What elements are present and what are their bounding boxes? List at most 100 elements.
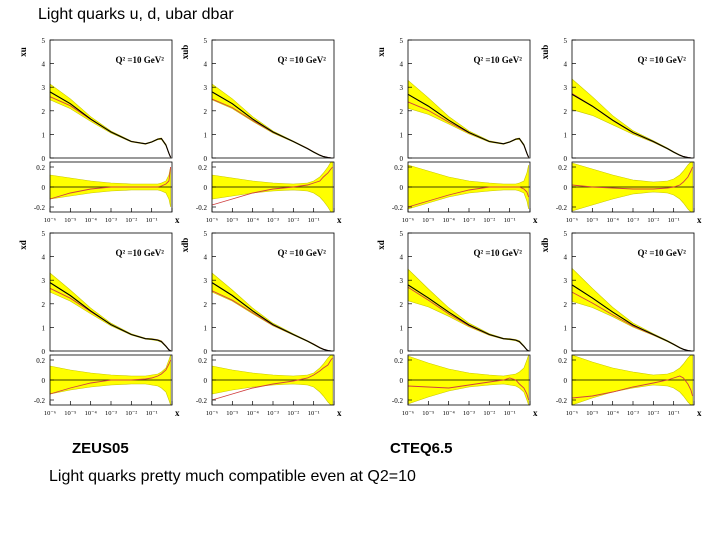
ratio-y-tick-label: 0.2 xyxy=(394,357,403,365)
main-frame xyxy=(211,39,335,159)
uncertainty-band xyxy=(571,267,693,352)
x-tick-label: 10⁻¹ xyxy=(308,410,320,417)
ratio-y-tick-label: -0.2 xyxy=(392,397,404,405)
x-tick-label: 10⁻³ xyxy=(105,410,117,417)
x-tick-label: 10⁻⁵ xyxy=(226,217,238,224)
x-tick-label: 10⁻⁴ xyxy=(607,410,620,417)
x-axis-label: x xyxy=(697,215,702,225)
ratio-y-tick-label: -0.2 xyxy=(556,204,568,212)
y-tick-label: 3 xyxy=(42,277,46,285)
y-tick-label: 3 xyxy=(400,277,404,285)
uncertainty-band xyxy=(571,78,693,159)
x-tick-label: 10⁻⁵ xyxy=(586,410,598,417)
y-tick-label: 5 xyxy=(204,37,208,45)
q2-annotation: Q² =10 GeV² xyxy=(637,248,686,258)
x-tick-label: 10⁻⁵ xyxy=(64,410,76,417)
uncertainty-band xyxy=(211,272,333,352)
y-tick-label: 0 xyxy=(400,155,404,163)
y-tick-label: 2 xyxy=(204,301,208,309)
ratio-reference-curve xyxy=(571,375,694,399)
main-frame xyxy=(407,232,531,352)
x-tick-label: 10⁻¹ xyxy=(668,410,680,417)
ratio-y-tick-label: -0.2 xyxy=(392,204,404,212)
ratio-reference-curve xyxy=(49,166,172,200)
x-tick-label: 10⁻² xyxy=(647,410,659,417)
x-tick-label: 10⁻⁴ xyxy=(247,217,260,224)
caption-cteq65: CTEQ6.5 xyxy=(390,440,453,457)
y-tick-label: 0 xyxy=(204,348,208,356)
y-tick-label: 2 xyxy=(42,301,46,309)
x-tick-label: 10⁻⁵ xyxy=(586,217,598,224)
ratio-y-tick-label: 0.2 xyxy=(36,357,45,365)
x-tick-label: 10⁻⁴ xyxy=(607,217,620,224)
x-tick-label: 10⁻¹ xyxy=(308,217,320,224)
ratio-y-tick-label: 0.2 xyxy=(558,357,567,365)
x-axis-label: x xyxy=(175,408,180,418)
x-tick-label: 10⁻⁶ xyxy=(44,410,56,417)
x-axis-label: x xyxy=(337,408,342,418)
y-tick-label: 2 xyxy=(564,108,568,116)
y-axis-label: xdb xyxy=(180,238,190,253)
x-tick-label: 10⁻² xyxy=(647,217,659,224)
y-tick-label: 2 xyxy=(400,108,404,116)
y-tick-label: 4 xyxy=(42,61,46,69)
x-tick-label: 10⁻⁴ xyxy=(443,217,456,224)
y-tick-label: 0 xyxy=(42,155,46,163)
y-axis-label: xd xyxy=(376,240,386,250)
x-tick-label: 10⁻² xyxy=(483,217,495,224)
x-tick-label: 10⁻¹ xyxy=(504,217,516,224)
ratio-reference-curve xyxy=(571,166,694,190)
y-tick-label: 5 xyxy=(204,230,208,238)
main-frame xyxy=(571,232,695,352)
x-tick-label: 10⁻⁶ xyxy=(402,410,414,417)
central-curve xyxy=(211,91,333,159)
x-tick-label: 10⁻² xyxy=(125,217,137,224)
x-tick-label: 10⁻³ xyxy=(105,217,117,224)
x-tick-label: 10⁻³ xyxy=(267,410,279,417)
ratio-y-tick-label: -0.2 xyxy=(196,204,208,212)
x-tick-label: 10⁻⁶ xyxy=(566,217,578,224)
y-tick-label: 0 xyxy=(564,155,568,163)
y-tick-label: 5 xyxy=(400,37,404,45)
ratio-y-tick-label: 0.2 xyxy=(198,164,207,172)
y-tick-label: 5 xyxy=(564,230,568,238)
x-tick-label: 10⁻¹ xyxy=(146,410,158,417)
uncertainty-band xyxy=(49,83,171,158)
x-tick-label: 10⁻⁶ xyxy=(566,410,578,417)
q2-annotation: Q² =10 GeV² xyxy=(277,55,326,65)
ratio-y-tick-label: 0 xyxy=(400,184,404,192)
y-tick-label: 1 xyxy=(204,131,208,139)
y-tick-label: 1 xyxy=(42,131,46,139)
y-tick-label: 4 xyxy=(564,254,568,262)
y-tick-label: 0 xyxy=(564,348,568,356)
x-axis-label: x xyxy=(533,408,538,418)
x-tick-label: 10⁻⁶ xyxy=(44,217,56,224)
y-tick-label: 5 xyxy=(42,230,46,238)
y-tick-label: 5 xyxy=(564,37,568,45)
x-tick-label: 10⁻⁴ xyxy=(247,410,260,417)
x-tick-label: 10⁻² xyxy=(287,410,299,417)
x-tick-label: 10⁻² xyxy=(483,410,495,417)
x-tick-label: 10⁻⁵ xyxy=(226,410,238,417)
ratio-y-tick-label: 0 xyxy=(42,377,46,385)
ratio-y-tick-label: -0.2 xyxy=(196,397,208,405)
uncertainty-band xyxy=(407,79,529,158)
y-tick-label: 5 xyxy=(42,37,46,45)
main-frame xyxy=(49,232,173,352)
y-tick-label: 3 xyxy=(564,277,568,285)
y-tick-label: 1 xyxy=(204,324,208,332)
ratio-y-tick-label: 0.2 xyxy=(198,357,207,365)
x-tick-label: 10⁻⁴ xyxy=(443,410,456,417)
x-tick-label: 10⁻⁵ xyxy=(64,217,76,224)
y-tick-label: 2 xyxy=(42,108,46,116)
x-tick-label: 10⁻⁶ xyxy=(402,217,414,224)
y-tick-label: 3 xyxy=(42,84,46,92)
x-tick-label: 10⁻¹ xyxy=(668,217,680,224)
y-tick-label: 4 xyxy=(564,61,568,69)
y-tick-label: 1 xyxy=(564,324,568,332)
y-axis-label: xu xyxy=(376,47,386,57)
q2-annotation: Q² =10 GeV² xyxy=(115,248,164,258)
